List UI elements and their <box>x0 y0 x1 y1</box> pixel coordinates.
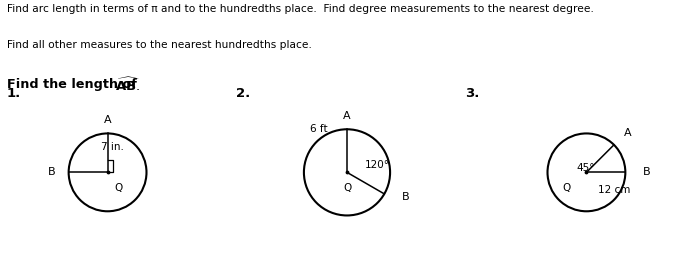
Text: A: A <box>344 111 350 121</box>
Text: B: B <box>643 167 650 177</box>
Text: Q: Q <box>562 183 570 193</box>
Text: A: A <box>624 128 632 138</box>
Text: $\mathbf{\widehat{AB}}$.: $\mathbf{\widehat{AB}}$. <box>115 76 139 94</box>
Text: 120°: 120° <box>364 160 389 170</box>
Text: Q: Q <box>115 183 123 193</box>
Text: 7 in.: 7 in. <box>101 142 124 152</box>
Text: Q: Q <box>344 183 352 193</box>
Text: 1.: 1. <box>7 87 22 100</box>
Text: 3.: 3. <box>465 87 480 100</box>
Text: Find all other measures to the nearest hundredths place.: Find all other measures to the nearest h… <box>7 40 312 50</box>
Text: 6 ft: 6 ft <box>310 124 328 134</box>
Text: A: A <box>104 115 111 125</box>
Text: Find arc length in terms of π and to the hundredths place.  Find degree measurem: Find arc length in terms of π and to the… <box>7 4 594 14</box>
Text: B: B <box>402 192 409 202</box>
Text: 2.: 2. <box>236 87 251 100</box>
Text: B: B <box>48 167 56 177</box>
Text: 12 cm: 12 cm <box>598 185 631 195</box>
Text: Find the length of: Find the length of <box>7 78 142 91</box>
Text: 45°: 45° <box>576 163 595 173</box>
